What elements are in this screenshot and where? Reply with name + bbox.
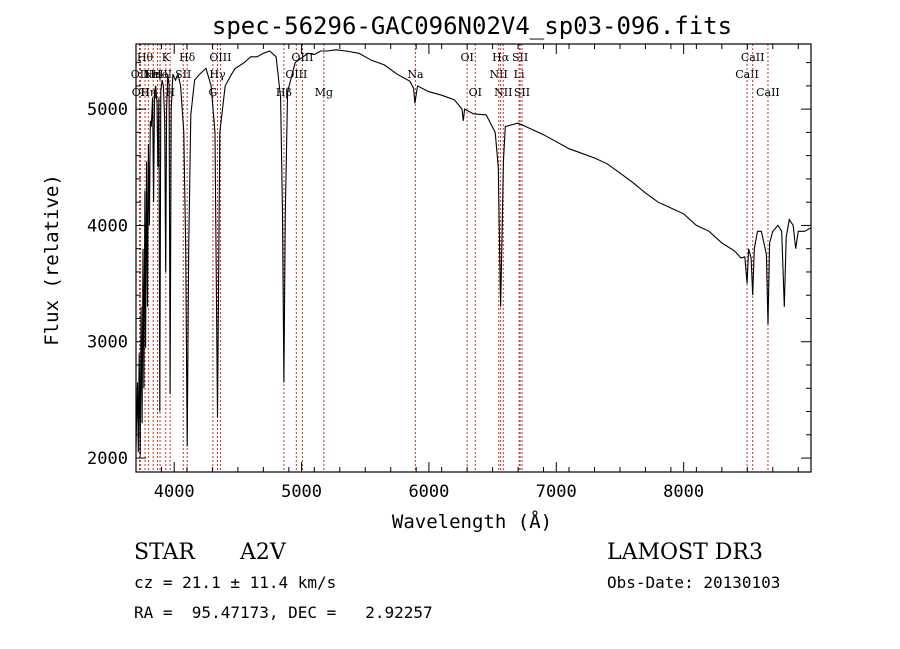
line-label-3: Hη: [140, 86, 156, 99]
line-label-12: Hγ: [209, 68, 226, 81]
line-label-14: Hβ: [276, 86, 292, 99]
line-label-6: He: [152, 68, 168, 81]
line-label-24: Li: [514, 68, 525, 81]
line-label-15: OIII: [285, 68, 307, 81]
line-label-5: NeIII: [143, 68, 172, 81]
y-tick-label-0: 2000: [87, 449, 128, 469]
x-tick-label-4: 8000: [663, 482, 704, 502]
x-tick-label-2: 6000: [408, 482, 449, 502]
x-tick-label-3: 7000: [536, 482, 577, 502]
ra-dec-coordinates: RA = 95.47173, DEC = 2.92257: [134, 603, 433, 622]
object-subclass: A2V: [240, 540, 286, 565]
observation-date: Obs-Date: 20130103: [607, 573, 781, 592]
redshift-velocity: cz = 21.1 ± 11.4 km/s: [134, 573, 337, 592]
line-label-26: SII: [514, 86, 530, 99]
line-label-11: G: [209, 86, 218, 99]
line-label-19: OI: [460, 51, 473, 64]
line-label-0: OII: [131, 68, 149, 81]
emission-line-markers: OIIOIIHθHηHηNeIIIHeKHSIIHδGHγOIIIHβOIIIO…: [131, 44, 780, 472]
chart-title: spec-56296-GAC096N02V4_sp03-096.fits: [212, 12, 732, 40]
x-axis-label: Wavelength (Å): [392, 510, 552, 533]
x-tick-label-1: 5000: [281, 482, 322, 502]
line-label-22: Hα: [492, 51, 510, 64]
y-tick-label-2: 4000: [87, 216, 128, 236]
line-label-20: OI: [469, 86, 482, 99]
line-label-25: SII: [512, 51, 528, 64]
plot-frame: [135, 43, 812, 473]
line-label-8: H: [165, 86, 175, 99]
x-tick-label-0: 4000: [154, 482, 195, 502]
line-label-23: NII: [494, 86, 512, 99]
line-label-29: CaII: [756, 86, 780, 99]
line-label-10: Hδ: [179, 51, 196, 64]
line-label-7: K: [162, 51, 171, 64]
y-axis-label: Flux (relative): [41, 174, 63, 346]
line-label-18: Na: [407, 68, 424, 81]
flux-series-line: [135, 49, 812, 456]
y-tick-label-3: 5000: [87, 100, 128, 120]
line-label-13: OIII: [209, 51, 231, 64]
y-tick-label-1: 3000: [87, 333, 128, 353]
object-class: STAR: [134, 540, 195, 565]
line-label-2: Hθ: [137, 51, 154, 64]
survey-name: LAMOST DR3: [607, 540, 763, 565]
axis-ticks: 4000 5000 6000 7000 8000 2000 3000 4000 5000: [87, 44, 811, 502]
line-label-17: Mg: [315, 86, 333, 99]
line-label-21: NII: [490, 68, 508, 81]
line-label-27: CaII: [735, 68, 759, 81]
line-label-28: CaII: [741, 51, 765, 64]
